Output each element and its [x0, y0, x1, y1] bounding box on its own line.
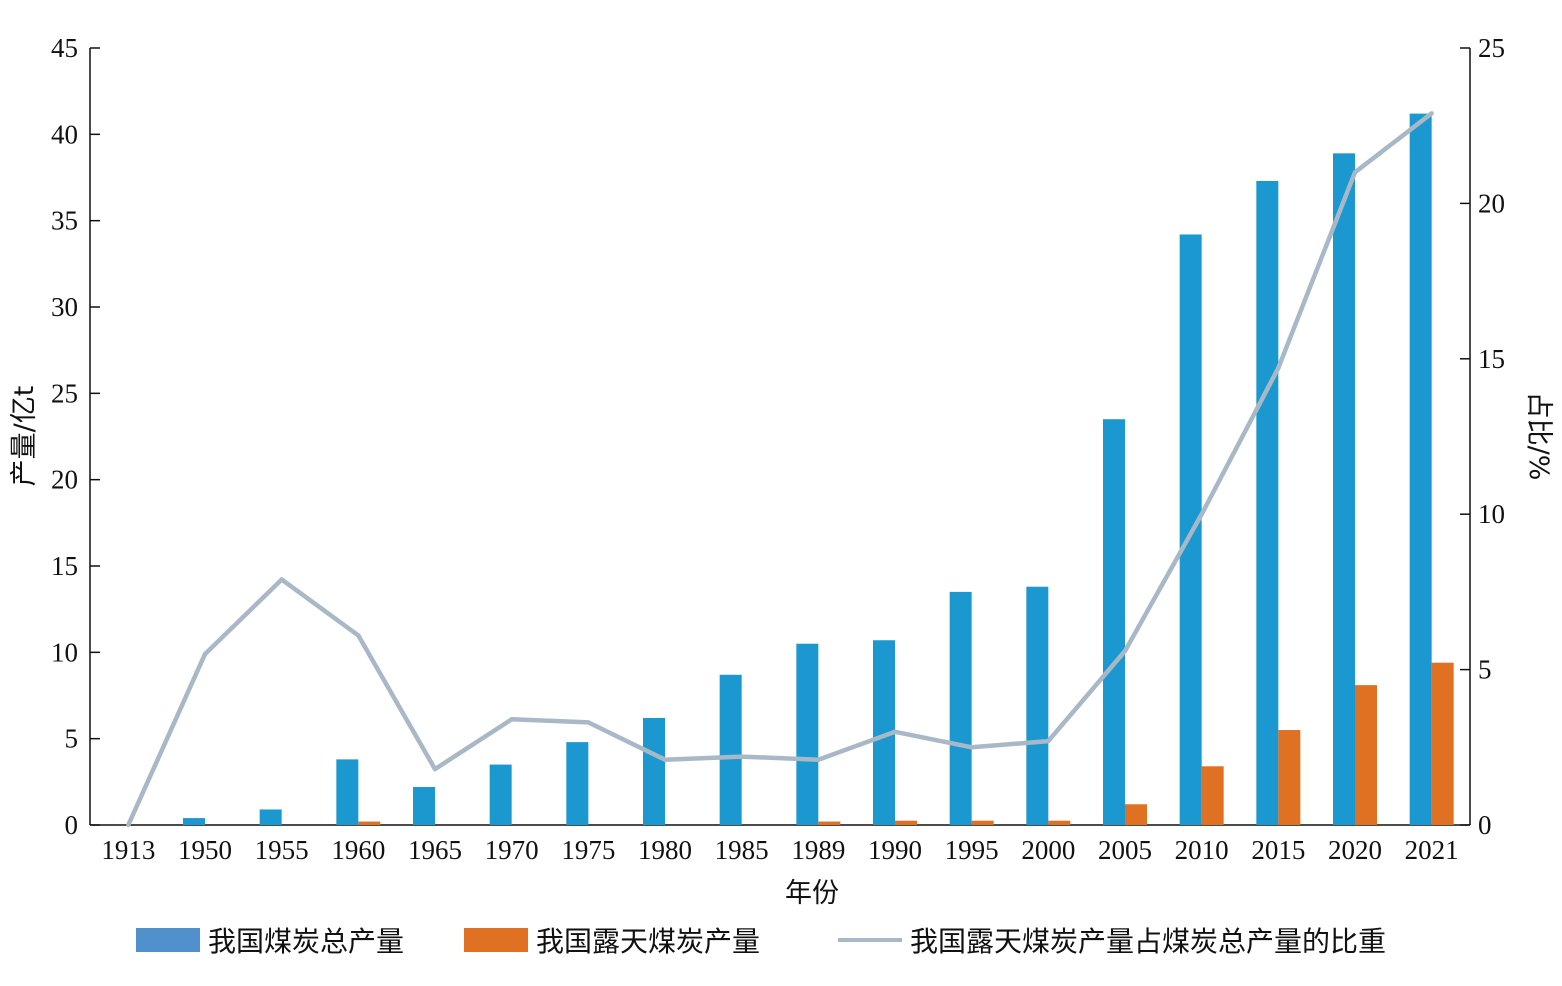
ratio-point — [356, 633, 361, 638]
bar-total — [1256, 180, 1279, 825]
legend-swatch-open-pit — [464, 928, 528, 952]
ratio-point — [1046, 738, 1051, 744]
x-tick-label: 1985 — [715, 835, 769, 865]
bar-total — [796, 643, 819, 825]
x-tick-label: 1990 — [868, 835, 922, 865]
y2-tick-label: 5 — [1478, 655, 1492, 685]
ratio-point — [126, 822, 131, 828]
legend-swatch-total — [136, 928, 200, 952]
x-tick-label: 2021 — [1405, 835, 1459, 865]
y2-tick-label: 25 — [1478, 33, 1505, 63]
x-tick-label: 1980 — [638, 835, 692, 865]
x-tick-label: 1955 — [255, 835, 309, 865]
ratio-point — [279, 577, 284, 582]
ratio-point — [816, 757, 821, 762]
x-tick-label: 2015 — [1251, 835, 1305, 865]
bar-open-pit — [895, 820, 917, 825]
ratio-line — [126, 111, 1434, 826]
bar-total — [566, 742, 589, 825]
bar-open-pit — [818, 821, 841, 825]
x-tick-label: 1995 — [945, 835, 999, 865]
x-tick-label: 1989 — [791, 835, 845, 865]
x-tick-label: 2020 — [1328, 835, 1382, 865]
x-tick-label: 1960 — [331, 835, 385, 865]
bar-total — [183, 818, 205, 825]
x-tick-label: 1965 — [408, 835, 462, 865]
y-axis-title: 产量/亿t — [9, 386, 40, 487]
x-tick-label: 2005 — [1098, 835, 1152, 865]
ratio-point — [509, 717, 514, 722]
bar-total — [643, 717, 665, 825]
x-tick-label: 2010 — [1175, 835, 1229, 865]
ratio-point — [432, 766, 438, 772]
x-tick-label: 1913 — [101, 835, 155, 865]
x-tick-label: 2000 — [1021, 835, 1075, 865]
y2-tick-label: 15 — [1478, 344, 1505, 374]
x-tick-label: 1950 — [178, 835, 232, 865]
bar-open-pit — [1431, 662, 1454, 825]
bar-total — [259, 809, 282, 825]
bar-open-pit — [1125, 804, 1147, 825]
axes: 0 5 10 15 20 25 30 35 40 45 0 5 10 15 20 25 1913 1950 1955… — [51, 33, 1505, 865]
ratio-point — [739, 754, 744, 759]
legend-item-open-pit: 我国露天煤炭产量 — [464, 912, 760, 968]
y-tick-label: 45 — [51, 33, 78, 63]
y-tick-label: 5 — [65, 724, 79, 754]
ratio-point — [1199, 512, 1204, 517]
bar-total — [1103, 419, 1125, 825]
bar-total — [873, 640, 895, 825]
y-tick-label: 15 — [51, 551, 78, 581]
bar-total — [1026, 586, 1049, 825]
y-tick-label: 30 — [51, 292, 78, 322]
legend-label-ratio: 我国露天煤炭产量占煤炭总产量的比重 — [910, 925, 1387, 958]
y2-tick-label: 0 — [1478, 810, 1492, 840]
bar-total — [1409, 113, 1432, 825]
bar-total — [489, 764, 512, 825]
bar-open-pit — [971, 820, 994, 825]
y2-tick-label: 20 — [1478, 188, 1505, 218]
legend: 我国煤炭总产量 我国露天煤炭产量 我国露天煤炭产量占煤炭总产量的比重 — [0, 912, 1562, 968]
bar-total — [336, 759, 359, 825]
ratio-point — [202, 651, 208, 657]
y-tick-label: 25 — [51, 378, 78, 408]
legend-item-total: 我国煤炭总产量 — [136, 912, 404, 968]
legend-label-open-pit: 我国露天煤炭产量 — [536, 925, 761, 958]
bar-open-pit — [1201, 766, 1224, 825]
y-tick-label: 35 — [51, 206, 78, 236]
y-tick-label: 40 — [51, 119, 78, 149]
x-tick-label: 1975 — [561, 835, 615, 865]
bar-total — [719, 674, 742, 825]
chart-area: 0 5 10 15 20 25 30 35 40 45 0 5 10 15 20 25 1913 1950 1955… — [9, 33, 1554, 909]
bar-total — [413, 787, 435, 825]
ratio-point — [969, 745, 974, 750]
bar-open-pit — [1048, 820, 1071, 825]
y2-tick-label: 10 — [1478, 499, 1505, 529]
y2-axis-title: 占比/% — [1523, 392, 1554, 481]
bar-total — [949, 591, 972, 825]
ratio-point — [892, 729, 898, 734]
bar-open-pit — [358, 821, 381, 825]
labels: 年份 产量/亿t 占比/% — [9, 386, 1554, 909]
ratio-point — [1429, 111, 1434, 116]
bar-total — [1333, 153, 1355, 825]
legend-label-total: 我国煤炭总产量 — [208, 925, 405, 958]
x-axis-title: 年份 — [785, 878, 839, 909]
legend-swatch-ratio — [838, 938, 902, 942]
y-tick-label: 20 — [51, 465, 78, 495]
ratio-line-layer — [126, 111, 1434, 828]
y-tick-label: 0 — [65, 810, 79, 840]
ratio-point — [586, 720, 591, 725]
bars — [183, 113, 1454, 826]
bar-open-pit — [1278, 730, 1301, 825]
bar-open-pit — [1355, 685, 1377, 825]
ratio-point — [1122, 648, 1128, 654]
ratio-point — [1276, 365, 1281, 371]
ratio-point — [1352, 170, 1358, 175]
x-tick-label: 1970 — [485, 835, 539, 865]
legend-item-ratio: 我国露天煤炭产量占煤炭总产量的比重 — [838, 912, 1386, 968]
y-tick-label: 10 — [51, 637, 78, 667]
ratio-point — [662, 757, 668, 762]
